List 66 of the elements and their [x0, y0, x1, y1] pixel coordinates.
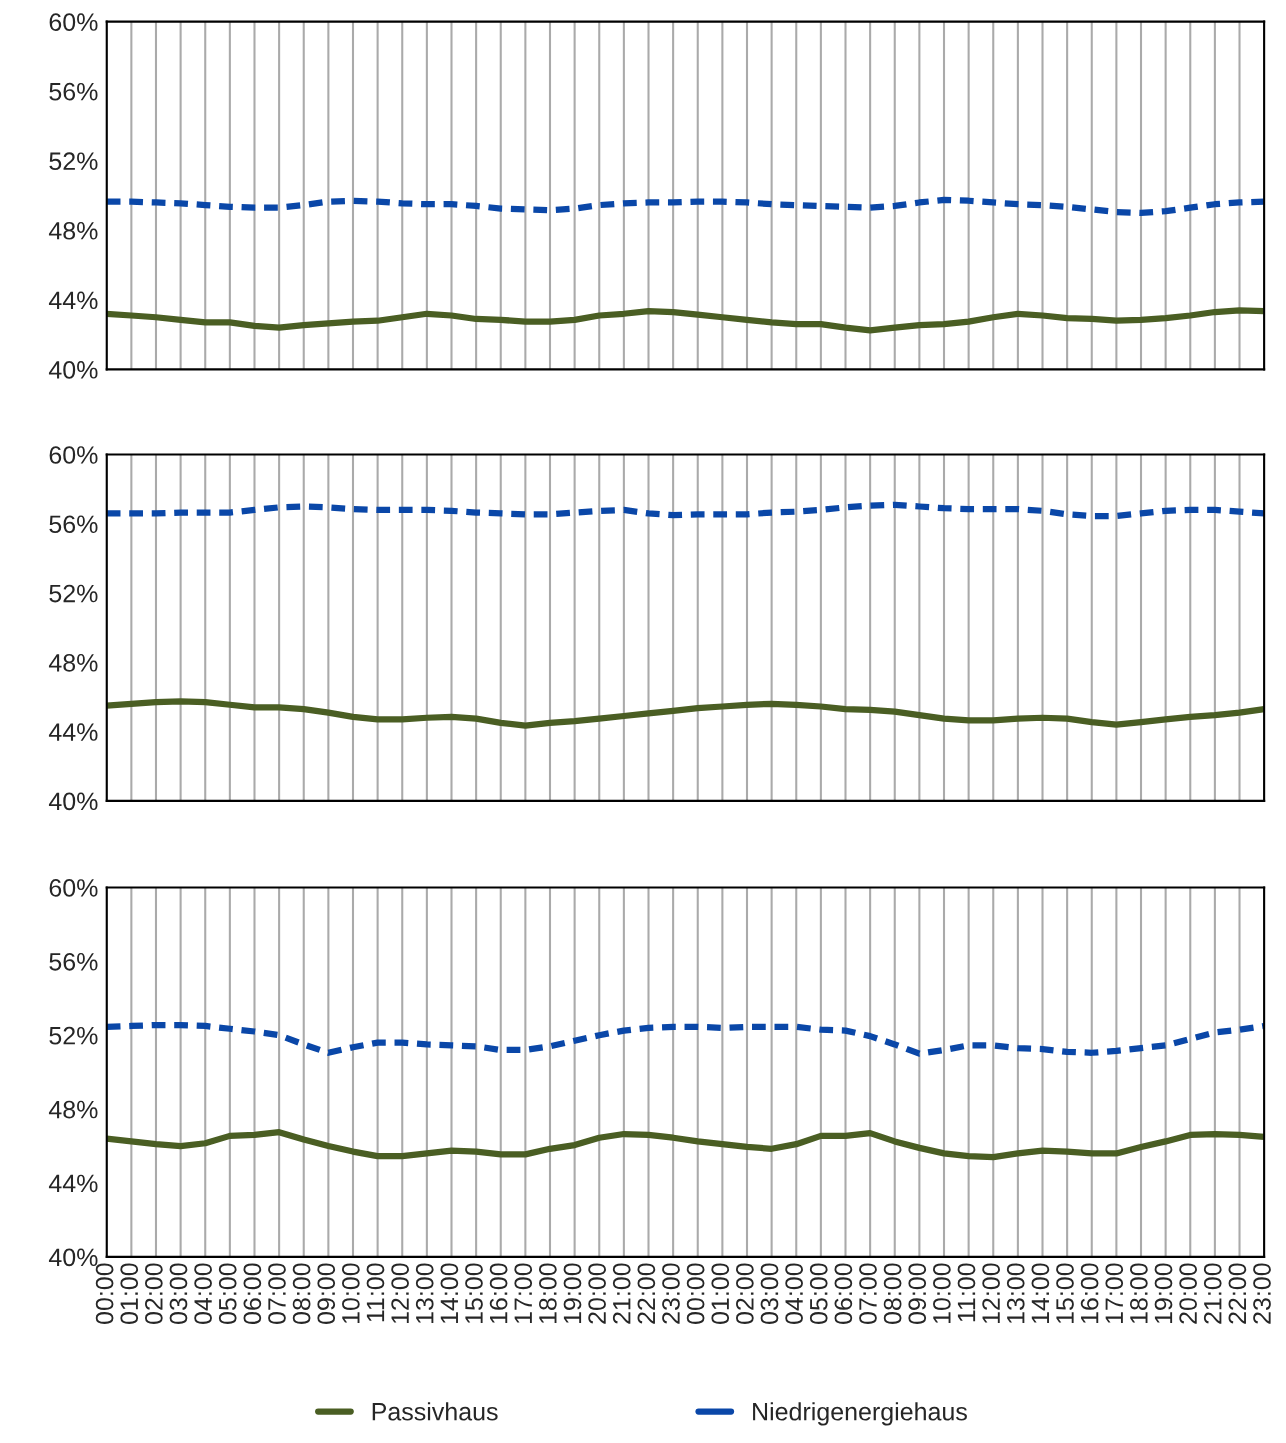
x-tick-label: 14:00 [1031, 1263, 1050, 1324]
x-tick-label: 13:00 [1006, 1263, 1025, 1324]
x-tick-label: 07:00 [859, 1263, 877, 1324]
x-tick-label: 20:00 [588, 1263, 606, 1324]
x-tick-label: 13:00 [415, 1263, 434, 1324]
legend-label: Passivhaus [372, 1402, 498, 1421]
x-tick-label: 00:00 [686, 1263, 705, 1324]
x-tick-label: 09:00 [908, 1263, 927, 1324]
x-tick-label: 07:00 [268, 1263, 286, 1324]
x-tick-label: 22:00 [1228, 1263, 1247, 1324]
y-tick-label: 60% [49, 13, 98, 31]
x-tick-label: 02:00 [736, 1263, 754, 1324]
x-tick-label: 06:00 [243, 1263, 262, 1324]
legend-label: Niedrigenergiehaus [753, 1402, 967, 1426]
y-tick-label: 40% [48, 361, 98, 379]
x-tick-label: 05:00 [809, 1263, 828, 1324]
x-tick-label: 22:00 [637, 1263, 656, 1324]
x-tick-label: 19:00 [1154, 1263, 1173, 1324]
x-tick-label: 11:00 [366, 1263, 385, 1322]
x-tick-label: 09:00 [317, 1263, 336, 1324]
x-tick-label: 12:00 [982, 1263, 1000, 1324]
x-tick-label: 11:00 [957, 1263, 976, 1322]
y-tick-label: 44% [48, 723, 98, 741]
x-tick-label: 20:00 [1179, 1263, 1197, 1324]
y-tick-label: 52% [49, 1026, 98, 1045]
x-tick-label: 18:00 [539, 1263, 557, 1324]
x-tick-label: 15:00 [465, 1263, 483, 1324]
x-tick-label: 18:00 [1130, 1263, 1148, 1324]
y-tick-label: 48% [48, 221, 98, 240]
x-tick-label: 08:00 [883, 1263, 902, 1324]
y-tick-label: 52% [49, 584, 98, 603]
y-tick-label: 44% [48, 1174, 98, 1193]
x-tick-label: 04:00 [194, 1263, 212, 1324]
y-tick-label: 56% [49, 82, 98, 101]
x-tick-label: 23:00 [662, 1263, 680, 1324]
x-tick-label: 08:00 [292, 1263, 311, 1324]
x-tick-label: 05:00 [218, 1263, 237, 1324]
x-tick-label: 04:00 [785, 1263, 803, 1324]
x-tick-label: 15:00 [1056, 1263, 1074, 1324]
x-tick-label: 17:00 [1105, 1263, 1124, 1324]
y-tick-label: 60% [49, 879, 98, 897]
x-tick-label: 21:00 [612, 1263, 631, 1324]
x-tick-label: 02:00 [145, 1263, 163, 1324]
y-tick-label: 44% [48, 291, 98, 310]
x-tick-label: 21:00 [1203, 1263, 1222, 1324]
x-tick-label: 10:00 [933, 1263, 951, 1324]
x-tick-label: 19:00 [563, 1263, 582, 1324]
y-tick-label: 40% [48, 792, 98, 811]
y-tick-label: 56% [49, 952, 98, 971]
x-tick-label: 10:00 [342, 1263, 360, 1324]
y-tick-label: 48% [48, 1100, 98, 1119]
x-tick-label: 01:00 [120, 1263, 139, 1324]
x-tick-label: 03:00 [169, 1263, 188, 1324]
x-tick-label: 17:00 [514, 1263, 533, 1324]
y-tick-label: 52% [49, 152, 98, 171]
y-tick-label: 48% [48, 653, 98, 672]
x-tick-label: 01:00 [711, 1263, 730, 1324]
x-tick-label: 16:00 [489, 1263, 508, 1324]
x-tick-label: 03:00 [760, 1263, 779, 1324]
x-tick-label: 12:00 [391, 1263, 409, 1324]
y-tick-label: 56% [49, 515, 98, 534]
x-tick-label: 16:00 [1080, 1263, 1099, 1324]
y-tick-label: 60% [49, 446, 98, 464]
x-tick-label: 23:00 [1253, 1263, 1271, 1324]
x-tick-label: 14:00 [440, 1263, 459, 1324]
x-tick-label: 06:00 [834, 1263, 853, 1324]
